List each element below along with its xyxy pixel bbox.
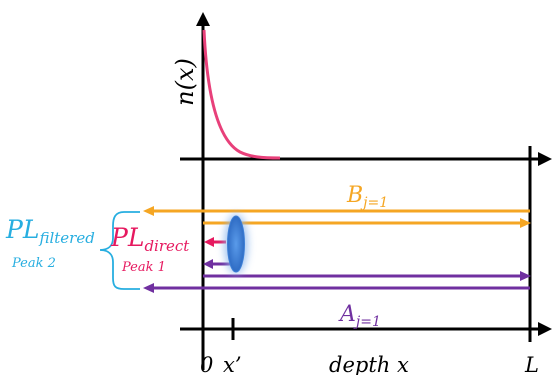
pl-direct-sub: direct [144, 237, 190, 255]
tick-L: L [524, 353, 539, 375]
peak1-label: Peak 1 [121, 260, 166, 275]
a-label: Aj=1 [338, 302, 381, 330]
a-label-sub: j=1 [353, 314, 381, 330]
top-axis-arrowhead [538, 152, 552, 166]
tick-zero: 0 [200, 353, 213, 375]
n-of-x-label: n(x) [171, 58, 199, 106]
peak2-label: Peak 2 [11, 256, 56, 271]
b-arrow-left-head [143, 206, 154, 216]
b-label: Bj=1 [346, 183, 388, 211]
pl-direct-main: PL [110, 223, 144, 252]
pl-filtered-sub: filtered [38, 229, 94, 247]
y-axis-arrowhead [196, 12, 210, 26]
a-label-main: A [338, 302, 356, 327]
tick-xprime: x’ [223, 353, 242, 375]
n-label-var: x [171, 67, 199, 81]
bottom-axis-arrowhead [538, 322, 552, 336]
b-arrow-right-head [520, 218, 531, 228]
n-label-base: n( [171, 80, 199, 105]
a-arrow-short-head [203, 259, 213, 269]
a-arrow-right-head [520, 271, 531, 281]
n-label-close: ) [171, 58, 199, 68]
pl-filtered-main: PL [5, 215, 39, 244]
b-label-sub: j=1 [360, 195, 388, 211]
pl-filtered-label: PLfiltered [5, 215, 95, 247]
cyan-bracket [99, 211, 140, 290]
density-decay-curve [202, 29, 281, 160]
emitter-lens [227, 215, 245, 273]
pl-direct-label: PLdirect [110, 223, 190, 255]
b-label-main: B [346, 183, 363, 208]
tick-depth: depth x [329, 353, 409, 375]
pl-direct-arrow-head [204, 237, 214, 247]
a-arrow-left-head [143, 283, 154, 293]
